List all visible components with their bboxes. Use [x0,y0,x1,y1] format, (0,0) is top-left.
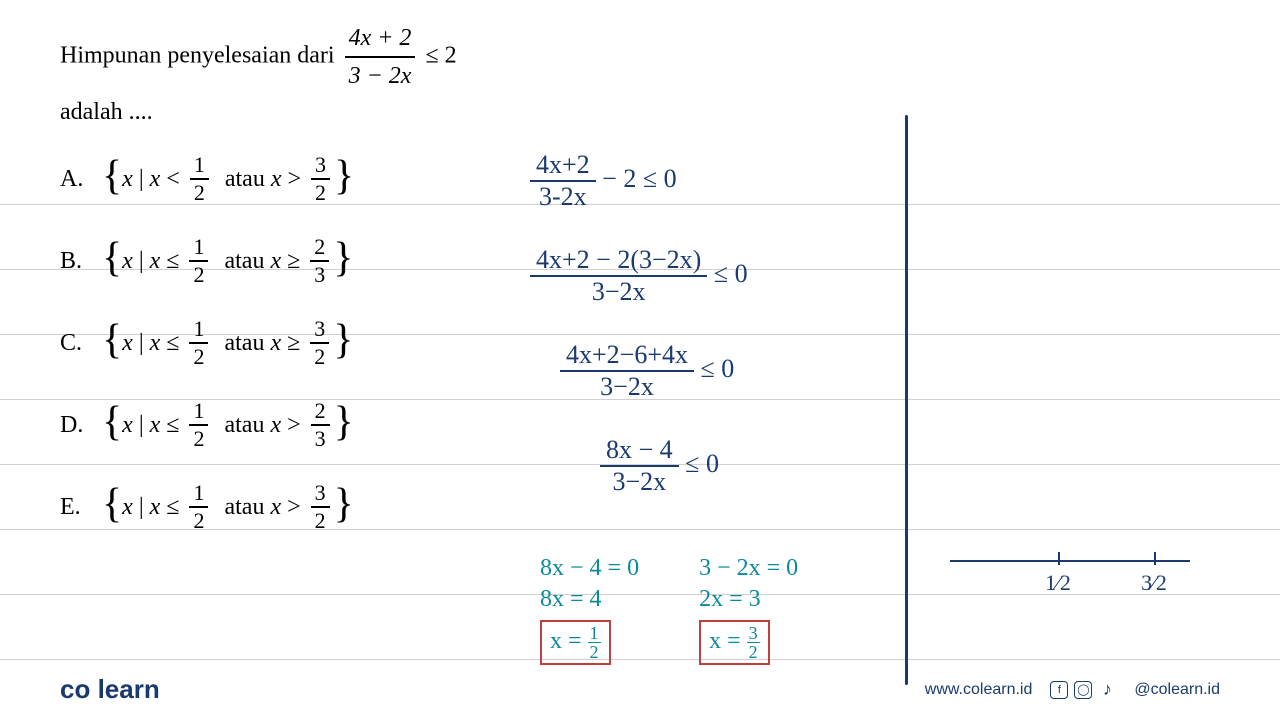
answer-option[interactable]: D.{x | x ≤ 12 atau x > 23} [60,398,1220,452]
answer-label: D. [60,412,102,439]
tiktok-icon: ♪ [1098,681,1116,699]
question-text: Himpunan penyelesaian dari 4x + 2 3 − 2x… [60,20,1220,130]
question-fraction: 4x + 2 3 − 2x [345,20,416,94]
question-prefix: Himpunan penyelesaian dari [60,43,341,69]
answer-option[interactable]: B.{x | x ≤ 12 atau x ≥ 23} [60,234,1220,288]
root-b-boxed: x = 32 [699,620,770,665]
root-a-boxed: x = 12 [540,620,611,665]
question-line2: adalah .... [60,99,153,125]
answer-label: B. [60,248,102,275]
footer: co learn www.colearn.id f ◯ ♪ @colearn.i… [0,674,1280,705]
answer-label: C. [60,330,102,357]
question-suffix: ≤ 2 [425,43,456,69]
instagram-icon: ◯ [1074,681,1092,699]
facebook-icon: f [1050,681,1068,699]
answer-label: A. [60,166,102,193]
answers-block: A.{x | x < 12 atau x > 32} B.{x | x ≤ 12 … [60,152,1220,534]
main-content: Himpunan penyelesaian dari 4x + 2 3 − 2x… [0,0,1280,582]
answer-label: E. [60,494,102,521]
answer-option[interactable]: E.{x | x ≤ 12 atau x > 32} [60,480,1220,534]
social-icons: f ◯ ♪ [1050,681,1116,699]
website-url: www.colearn.id [925,681,1033,699]
logo: co learn [60,674,160,705]
answer-option[interactable]: A.{x | x < 12 atau x > 32} [60,152,1220,206]
social-handle: @colearn.id [1134,681,1220,699]
answer-option[interactable]: C.{x | x ≤ 12 atau x ≥ 32} [60,316,1220,370]
